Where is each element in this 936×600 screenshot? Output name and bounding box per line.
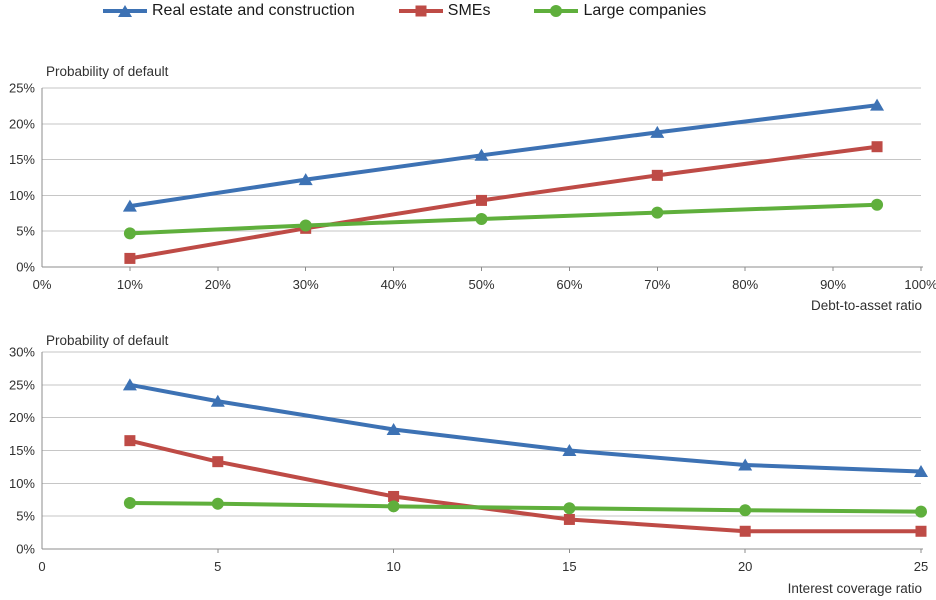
x-tick-label: 5	[214, 559, 221, 574]
series-line-real-estate-and-construction	[127, 103, 880, 209]
data-point-square-smes	[124, 252, 136, 264]
data-point-circle-large-companies	[211, 497, 224, 510]
x-tick-label: 15	[562, 559, 576, 574]
x-tick-label: 30%	[293, 277, 319, 292]
y-tick-label: 30%	[9, 345, 35, 360]
legend-item-large-companies: Large companies	[534, 2, 706, 20]
data-point-square-smes	[915, 525, 927, 537]
chart-title: Probability of default	[46, 64, 169, 79]
x-tick-label: 0	[38, 559, 45, 574]
data-point-circle-large-companies	[123, 497, 136, 510]
series-line-smes	[127, 438, 923, 534]
data-point-triangle-real-estate-and-construction	[474, 148, 489, 161]
legend-shape	[118, 5, 132, 17]
x-axis-title: Interest coverage ratio	[787, 581, 922, 596]
x-tick-label: 40%	[381, 277, 407, 292]
y-tick-label: 25%	[9, 377, 35, 392]
data-point-triangle-real-estate-and-construction	[210, 394, 225, 407]
y-tick-label: 10%	[9, 476, 35, 491]
circle-marker-icon	[534, 2, 579, 20]
x-tick-label: 0%	[33, 277, 52, 292]
x-tick-label: 90%	[820, 277, 846, 292]
data-point-square-smes	[651, 169, 663, 181]
y-tick-label: 15%	[9, 152, 35, 167]
data-point-circle-large-companies	[739, 504, 752, 517]
legend-label: Real estate and construction	[152, 2, 355, 19]
data-point-circle-large-companies	[299, 219, 312, 232]
x-tick-label: 100%	[904, 277, 936, 292]
y-tick-label: 20%	[9, 116, 35, 131]
data-point-triangle-real-estate-and-construction	[870, 98, 885, 111]
debt-to-asset-plot: 0% 5% 10% 15% 20% 25% 0% 10% 20% 30% 40% 50% 60% 70% 8…	[9, 81, 936, 293]
data-point-square-smes	[212, 456, 224, 468]
x-axis-title: Debt-to-asset ratio	[810, 298, 922, 313]
y-tick-label: 5%	[16, 509, 35, 524]
chart-debt-to-asset: Probability of default 0% 5% 10% 15% 20% 25% 0…	[0, 55, 936, 325]
x-tick-label: 20%	[205, 277, 231, 292]
data-point-triangle-real-estate-and-construction	[650, 125, 665, 138]
y-tick-label: 5%	[16, 224, 35, 239]
data-point-square-smes	[124, 435, 136, 447]
x-tick-label: 20	[738, 559, 752, 574]
data-point-square-smes	[476, 194, 487, 206]
series-line-large-companies	[127, 501, 923, 514]
data-point-square-smes	[388, 490, 400, 502]
legend-item-real-estate-and-construction: Real estate and construction	[103, 2, 355, 20]
legend-shape	[415, 5, 427, 17]
data-point-triangle-real-estate-and-construction	[914, 465, 928, 478]
square-marker-icon	[398, 2, 443, 20]
data-point-triangle-real-estate-and-construction	[386, 422, 401, 435]
series-line-real-estate-and-construction	[127, 382, 923, 474]
legend-label: Large companies	[583, 2, 707, 19]
chart-interest-coverage: Probability of default 0% 5% 10% 15% 20% 25% 3…	[0, 325, 936, 600]
chart-title: Probability of default	[46, 333, 169, 348]
data-point-triangle-real-estate-and-construction	[562, 444, 577, 456]
data-point-circle-large-companies	[563, 502, 576, 515]
series-line-smes	[127, 144, 880, 261]
y-tick-label: 0%	[16, 542, 35, 557]
y-tick-label: 15%	[9, 443, 35, 458]
legend-label: SMEs	[447, 2, 491, 19]
x-tick-label: 10%	[117, 277, 143, 292]
x-tick-label: 10	[386, 559, 400, 574]
triangle-marker-icon	[103, 2, 147, 20]
x-tick-label: 80%	[732, 277, 758, 292]
data-point-circle-large-companies	[915, 505, 927, 518]
data-point-circle-large-companies	[871, 198, 884, 211]
series-line-large-companies	[127, 202, 880, 236]
data-point-triangle-real-estate-and-construction	[122, 378, 137, 391]
data-point-triangle-real-estate-and-construction	[122, 199, 137, 212]
x-tick-label: 25	[914, 559, 928, 574]
data-point-triangle-real-estate-and-construction	[298, 173, 313, 186]
y-tick-label: 10%	[9, 188, 35, 203]
x-tick-label: 50%	[468, 277, 494, 292]
data-point-square-smes	[739, 525, 751, 537]
y-tick-label: 20%	[9, 410, 35, 425]
data-point-circle-large-companies	[123, 227, 136, 240]
x-tick-label: 70%	[644, 277, 670, 292]
data-point-circle-large-companies	[651, 206, 664, 219]
legend-item-smes: SMEs	[398, 2, 491, 20]
interest-coverage-plot: 0% 5% 10% 15% 20% 25% 30% 0 5 10 15 20 25	[9, 345, 928, 575]
y-tick-label: 25%	[9, 81, 35, 96]
chart-legend: Real estate and construction SMEs Large co…	[103, 0, 706, 22]
data-point-square-smes	[871, 141, 883, 153]
data-point-circle-large-companies	[387, 500, 400, 513]
x-tick-label: 60%	[556, 277, 582, 292]
y-tick-label: 0%	[16, 260, 35, 275]
data-point-square-smes	[563, 513, 575, 525]
data-point-circle-large-companies	[475, 213, 488, 226]
data-point-triangle-real-estate-and-construction	[738, 458, 753, 471]
legend-shape	[550, 5, 563, 17]
